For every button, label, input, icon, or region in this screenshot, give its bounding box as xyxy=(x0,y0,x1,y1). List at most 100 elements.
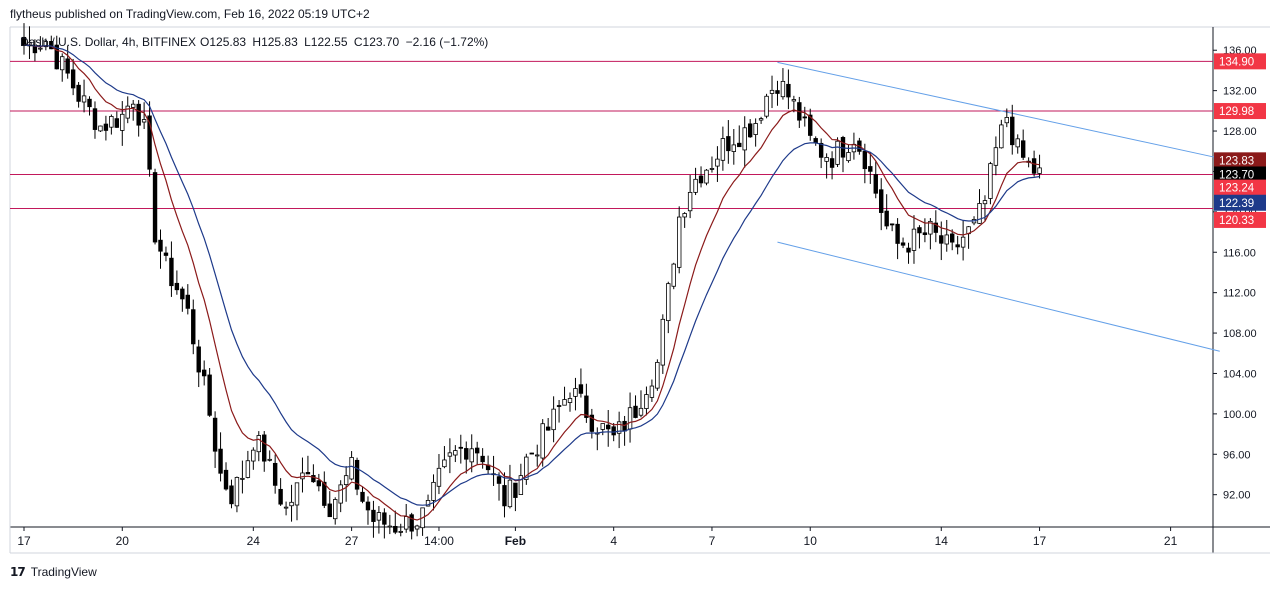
legend-h-label: H xyxy=(252,35,261,49)
candle xyxy=(272,454,278,494)
candle xyxy=(589,408,595,439)
candle-body-up xyxy=(130,103,136,108)
candle xyxy=(769,75,775,109)
candle xyxy=(950,229,955,251)
candle-body-down xyxy=(737,142,742,148)
candle-body-down xyxy=(545,426,551,431)
candle-body-up xyxy=(753,123,758,135)
candle-body-up xyxy=(125,105,130,119)
candle-body-up xyxy=(540,423,545,459)
time-axis[interactable]: 17 20 24 27 14:00 Feb 4 7 10 14 17 21 xyxy=(17,527,1178,548)
candle xyxy=(556,399,562,423)
candle xyxy=(846,144,851,163)
candle-body-up xyxy=(655,361,660,389)
candle xyxy=(988,161,993,205)
candle xyxy=(338,480,343,513)
time-tick-label: 21 xyxy=(1164,534,1178,548)
candle-body-down xyxy=(1020,140,1026,158)
candle xyxy=(1037,154,1042,179)
price-tag-bg xyxy=(1214,152,1266,169)
price-tag-dark: 123.83 xyxy=(1214,152,1266,169)
candle-body-down xyxy=(70,69,76,89)
candle-body-up xyxy=(988,163,993,199)
candle xyxy=(442,446,447,469)
candle-body-up xyxy=(387,525,393,528)
time-tick-label: 27 xyxy=(345,534,359,548)
candle xyxy=(98,125,103,133)
candle-body-down xyxy=(480,455,485,463)
candle xyxy=(524,453,529,485)
candle xyxy=(813,136,818,146)
price-tag-bg xyxy=(1214,211,1266,228)
candle xyxy=(698,166,704,188)
candle xyxy=(731,129,736,165)
candle xyxy=(764,93,769,119)
candle-body-up xyxy=(835,140,840,165)
candle xyxy=(130,99,136,121)
candle-body-down xyxy=(365,501,371,511)
moving-averages xyxy=(23,44,1040,521)
candle xyxy=(682,212,687,228)
candle xyxy=(666,281,671,334)
candle-body-up xyxy=(671,263,676,287)
candle xyxy=(294,482,300,521)
candle xyxy=(507,464,513,509)
candle-body-down xyxy=(933,222,939,233)
candle xyxy=(262,431,267,472)
time-tick-label: 17 xyxy=(1033,534,1047,548)
candle xyxy=(606,410,611,447)
candle xyxy=(305,455,311,475)
candle xyxy=(343,466,349,502)
candle xyxy=(147,101,152,177)
candle-body-up xyxy=(649,385,655,398)
candle xyxy=(993,136,999,176)
candle xyxy=(840,135,846,173)
horizontal-levels xyxy=(10,60,1213,210)
candle-body-down xyxy=(136,103,141,126)
candle xyxy=(453,445,458,463)
candle xyxy=(229,479,234,509)
candle-body-up xyxy=(551,408,556,431)
candle xyxy=(726,120,731,164)
candle-body-down xyxy=(950,233,955,243)
candle-body-down xyxy=(311,475,316,483)
candle-body-down xyxy=(917,227,922,234)
candle xyxy=(513,482,518,512)
candle xyxy=(240,460,245,494)
candle xyxy=(567,392,573,412)
candle-body-down xyxy=(611,426,616,436)
candle xyxy=(218,432,223,482)
legend-open: 125.83 xyxy=(209,35,246,49)
candle-body-up xyxy=(677,216,682,268)
candle xyxy=(709,156,715,173)
price-tag-bg xyxy=(1214,166,1266,183)
candle-body-up xyxy=(960,236,966,248)
candle xyxy=(327,491,332,518)
candle xyxy=(174,270,180,295)
candle xyxy=(191,299,196,355)
price-tag-label: 123.83 xyxy=(1219,155,1254,167)
time-tick-label: 14 xyxy=(935,534,949,548)
candle-body-down xyxy=(906,247,911,253)
candle-body-up xyxy=(431,481,436,501)
candle xyxy=(431,474,436,511)
time-tick-label: 24 xyxy=(247,534,261,548)
candle-body-up xyxy=(267,458,272,461)
candle-body-down xyxy=(900,242,906,246)
price-tick-label: 104.00 xyxy=(1223,368,1257,380)
candle-body-down xyxy=(76,84,81,102)
price-tag-level: 129.98 xyxy=(1214,103,1266,120)
candle-body-down xyxy=(879,189,884,213)
legend-o-label: O xyxy=(200,35,209,49)
candle-body-down xyxy=(939,235,944,244)
candle xyxy=(737,125,742,148)
candle xyxy=(207,367,212,417)
candle xyxy=(311,464,316,483)
candle-body-down xyxy=(556,405,562,407)
candle-body-up xyxy=(535,454,540,457)
candle xyxy=(316,473,322,492)
candle-body-down xyxy=(458,446,463,449)
candle-body-down xyxy=(163,252,169,256)
candle-body-up xyxy=(403,516,409,530)
